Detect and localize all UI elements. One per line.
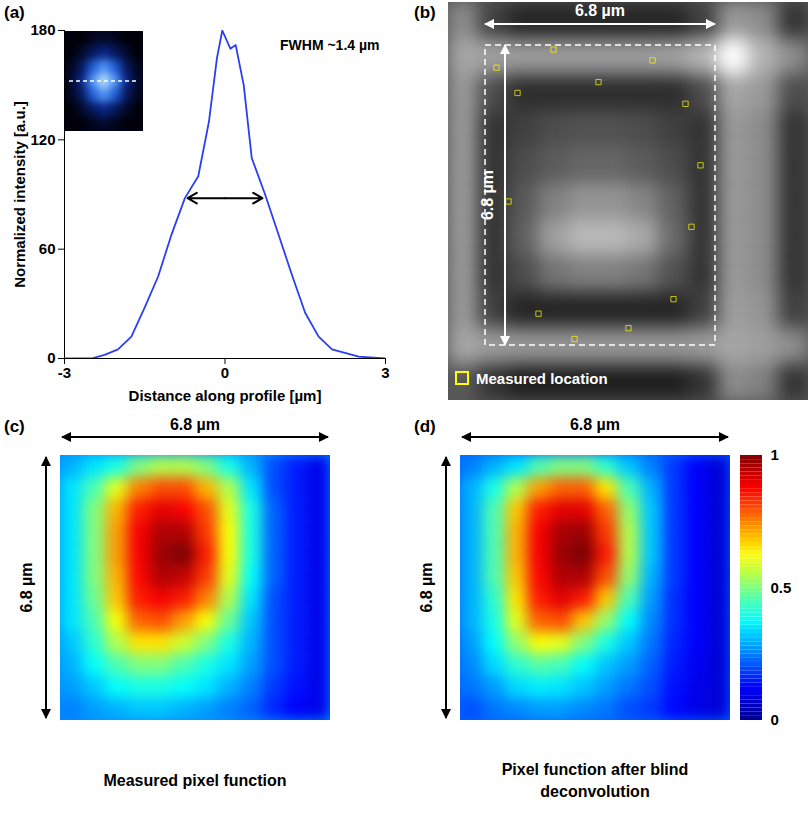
svg-text:Pixel function after blind: Pixel function after blind — [502, 761, 689, 778]
svg-text:(a): (a) — [4, 3, 25, 22]
svg-text:0: 0 — [221, 364, 229, 381]
svg-text:1: 1 — [771, 446, 779, 463]
svg-text:deconvolution: deconvolution — [540, 783, 649, 800]
svg-text:0: 0 — [771, 711, 779, 728]
svg-text:6.8 µm: 6.8 µm — [418, 562, 435, 612]
svg-text:FWHM ~1.4 µm: FWHM ~1.4 µm — [280, 37, 379, 53]
svg-text:(c): (c) — [4, 417, 25, 436]
svg-text:3: 3 — [381, 364, 389, 381]
svg-text:6.8 µm: 6.8 µm — [170, 416, 220, 433]
svg-text:180: 180 — [30, 21, 55, 38]
svg-text:6.8 µm: 6.8 µm — [18, 562, 35, 612]
svg-text:(b): (b) — [414, 3, 436, 22]
svg-text:60: 60 — [39, 240, 56, 257]
svg-text:Measured pixel function: Measured pixel function — [103, 772, 286, 789]
svg-text:0: 0 — [47, 349, 55, 366]
svg-text:6.8 µm: 6.8 µm — [570, 416, 620, 433]
svg-text:0.5: 0.5 — [771, 579, 792, 596]
svg-text:6.8 µm: 6.8 µm — [575, 2, 625, 19]
svg-text:Distance along profile [µm]: Distance along profile [µm] — [129, 387, 322, 404]
svg-text:6.8 µm: 6.8 µm — [479, 170, 496, 220]
svg-text:Normalized intensity [a.u.]: Normalized intensity [a.u.] — [11, 101, 28, 288]
svg-text:(d): (d) — [414, 417, 436, 436]
svg-text:Measured location: Measured location — [476, 370, 608, 387]
svg-text:120: 120 — [30, 131, 55, 148]
svg-text:-3: -3 — [58, 364, 71, 381]
